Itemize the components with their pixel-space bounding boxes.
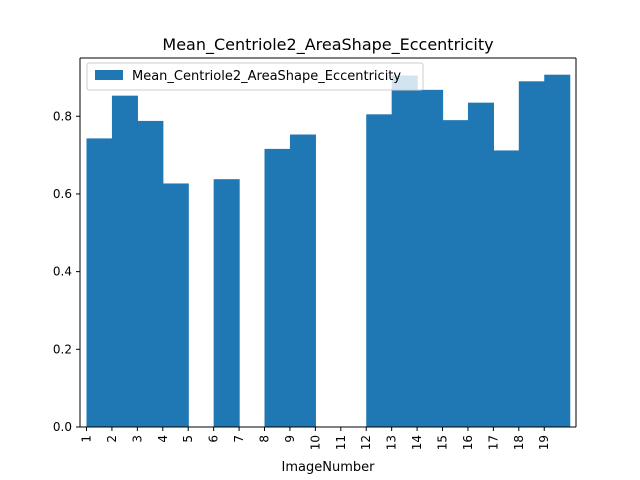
- legend: Mean_Centriole2_AreaShape_Eccentricity: [86, 62, 424, 91]
- bar-15: [442, 120, 469, 427]
- y-tick-label-3: 0.6: [53, 187, 72, 201]
- x-tick-label-13: 13: [385, 435, 399, 450]
- x-axis-label: ImageNumber: [282, 460, 376, 475]
- x-tick-label-15: 15: [436, 435, 450, 450]
- bar-3: [137, 120, 164, 428]
- bar-9: [289, 134, 316, 427]
- x-tick-label-10: 10: [308, 435, 322, 450]
- x-tick-label-8: 8: [258, 435, 272, 443]
- x-tick-label-5: 5: [181, 435, 195, 443]
- legend-swatch: [95, 70, 123, 80]
- x-tick-label-14: 14: [410, 435, 424, 450]
- bar-2: [111, 95, 138, 427]
- legend-frame: [86, 62, 424, 91]
- x-tick-label-18: 18: [512, 435, 526, 450]
- bar-4: [162, 183, 189, 427]
- bars-group: [86, 74, 571, 428]
- bar-6: [213, 179, 240, 427]
- bar-16: [467, 102, 494, 427]
- x-tick-label-2: 2: [105, 435, 119, 443]
- bar-1: [86, 138, 113, 428]
- x-tick-label-12: 12: [359, 435, 373, 450]
- x-tick-label-3: 3: [130, 435, 144, 443]
- bar-19: [544, 74, 571, 428]
- bar-8: [264, 148, 291, 427]
- x-tick-label-1: 1: [80, 435, 94, 443]
- x-tick-label-19: 19: [537, 435, 551, 450]
- x-tick-label-16: 16: [461, 435, 475, 450]
- y-tick-label-4: 0.8: [53, 109, 72, 123]
- y-tick-label-0: 0.0: [53, 420, 72, 434]
- bar-17: [493, 150, 520, 427]
- legend-label: Mean_Centriole2_AreaShape_Eccentricity: [132, 69, 401, 84]
- bar-12: [366, 114, 393, 428]
- axes-group: 0.00.20.40.60.81 2 3 4 5 6 7 8 9 10 11 12 13 14 15 16 17…: [53, 57, 577, 450]
- x-tick-label-11: 11: [334, 435, 348, 450]
- x-tick-label-4: 4: [156, 435, 170, 443]
- x-tick-label-6: 6: [207, 435, 221, 443]
- x-tick-label-9: 9: [283, 435, 297, 443]
- x-tick-label-7: 7: [232, 435, 246, 443]
- x-tick-label-17: 17: [486, 435, 500, 450]
- bar-13: [391, 75, 418, 428]
- chart-title: Mean_Centriole2_AreaShape_Eccentricity: [162, 35, 493, 55]
- y-tick-label-2: 0.4: [53, 265, 72, 279]
- bar-14: [417, 89, 444, 427]
- bar-18: [518, 81, 545, 427]
- y-tick-label-1: 0.2: [53, 342, 72, 356]
